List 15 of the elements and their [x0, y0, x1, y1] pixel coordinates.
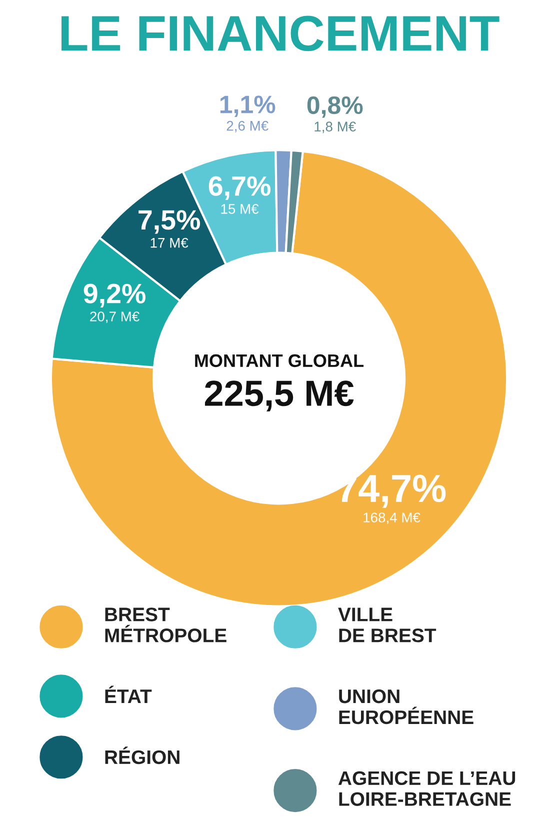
legend-label: BREST MÉTROPOLE — [105, 608, 226, 642]
legend-label: UNION EUROPÉENNE — [339, 689, 474, 724]
legend-label: AGENCE DE L’EAU LOIRE-BRETAGNE — [338, 771, 516, 806]
text: 225,5 M€ — [204, 380, 354, 412]
data-label: 6,7% 15 M€ — [208, 176, 270, 214]
donut-slice — [50, 150, 508, 608]
chart-title: LE FINANCEMENT — [62, 16, 500, 52]
legend-label: VILLE DE BREST — [338, 608, 436, 642]
legend-label: ÉTAT — [105, 686, 152, 704]
data-label: 9,2% 20,7 M€ — [84, 284, 146, 324]
legend-label: RÉGION — [105, 746, 180, 764]
text: MONTANT GLOBAL — [195, 354, 364, 368]
data-label: 7,5% 17 M€ — [138, 210, 200, 248]
data-label: 1,1% 2,6 M€ — [220, 96, 276, 132]
data-label: 0,8% 1,8 M€ — [307, 96, 363, 134]
